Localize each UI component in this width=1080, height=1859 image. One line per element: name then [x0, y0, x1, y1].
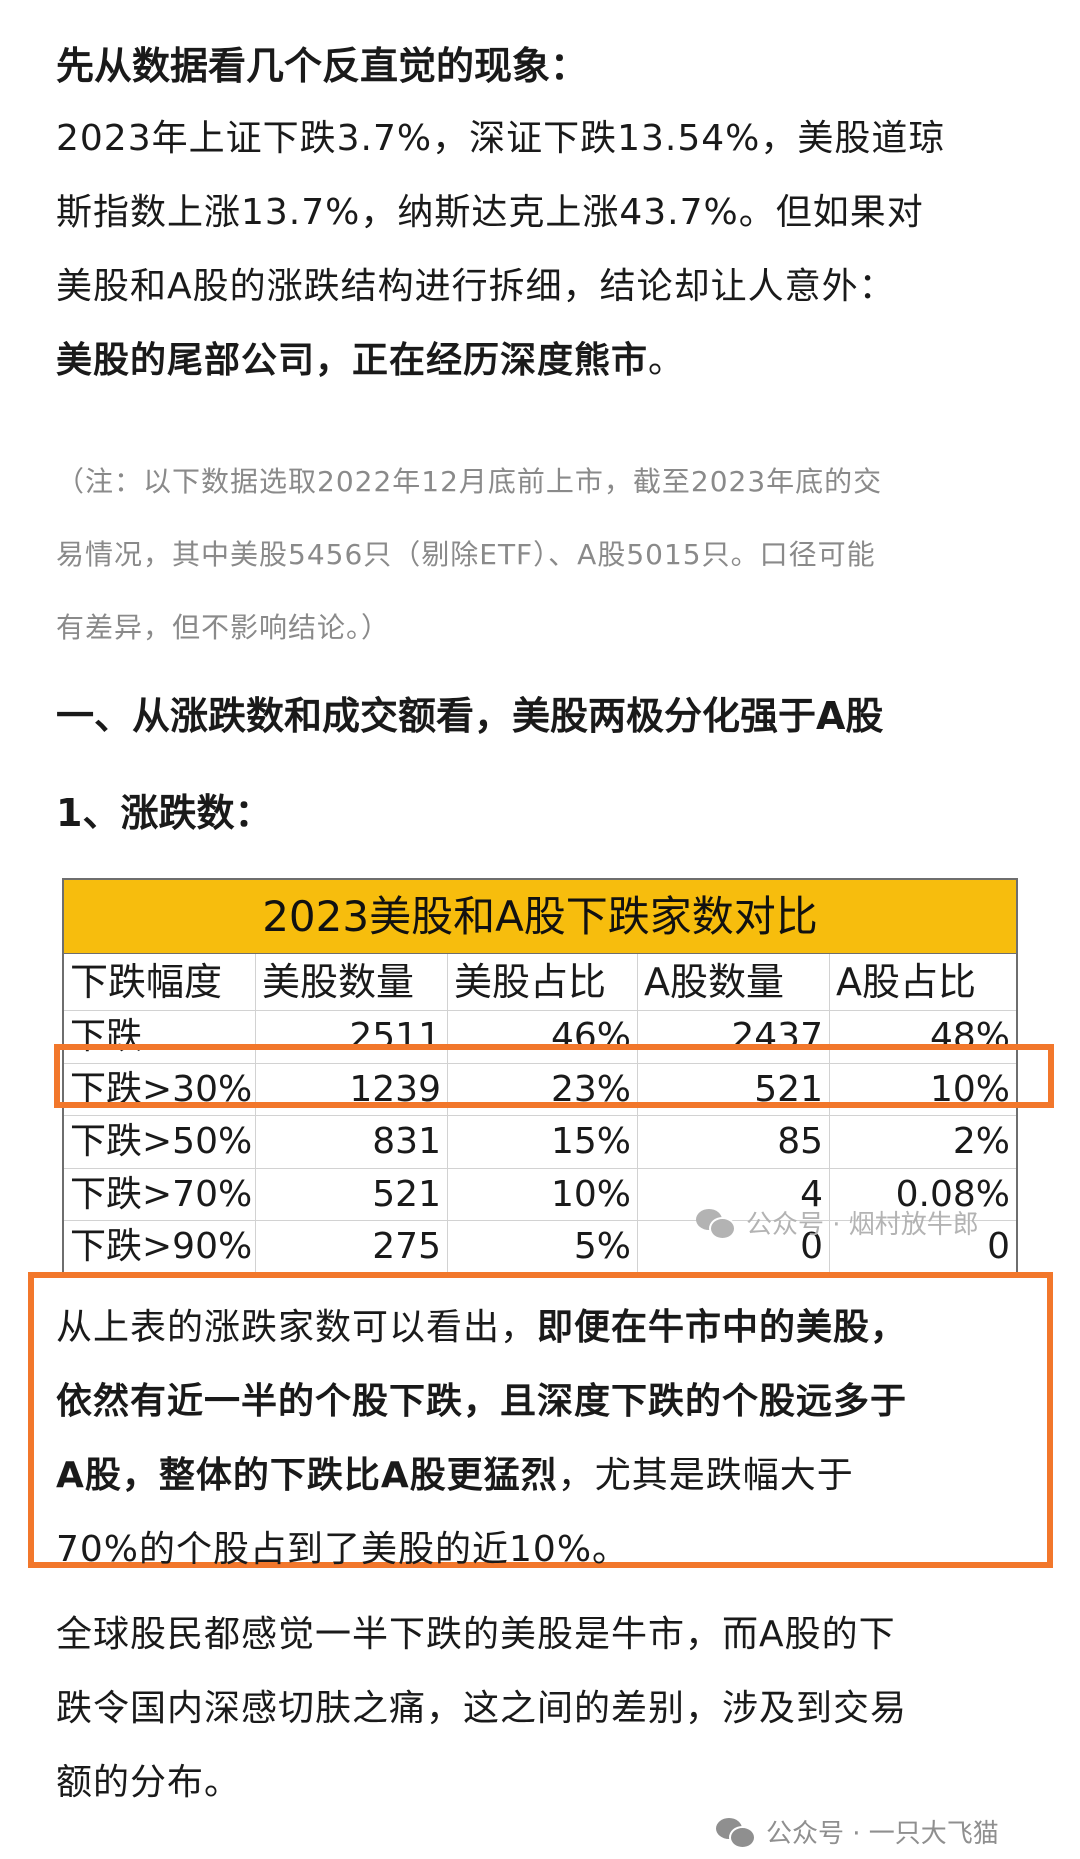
- watermark-text: 公众号 · 烟村放牛郎: [746, 1210, 979, 1240]
- table-cell: 15%: [448, 1116, 638, 1168]
- table-header-cell: 下跌幅度: [64, 954, 256, 1010]
- table-cell: 下跌>50%: [64, 1116, 256, 1168]
- table-cell: 0.08%: [895, 1173, 1010, 1215]
- text-line: 易情况，其中美股5456只（剔除ETF）、A股5015只。口径可能: [56, 538, 876, 571]
- table-header-cell: A股占比: [836, 960, 976, 1004]
- table-watermark: 公众号 · 烟村放牛郎: [696, 1204, 979, 1241]
- text-fragment: 。: [648, 340, 686, 381]
- text-line: 70%的个股占到了美股的近10%。: [56, 1529, 630, 1570]
- table-cell: 下跌: [64, 1011, 256, 1063]
- table-cell: 4: [638, 1168, 830, 1220]
- section-heading-intro: 先从数据看几个反直觉的现象：: [56, 44, 589, 88]
- text-line: 额的分布。: [56, 1762, 242, 1803]
- table-cell: 521: [256, 1168, 448, 1220]
- text-line: 斯指数上涨13.7%，纳斯达克上涨43.7%。但如果对: [56, 192, 924, 233]
- footer-watermark: 公众号 · 一只大飞猫: [716, 1813, 999, 1850]
- bold-fragment: 即便在牛市中的美股，: [537, 1307, 908, 1348]
- text-line: 全球股民都感觉一半下跌的美股是牛市，而A股的下: [56, 1614, 896, 1655]
- table-row: 下跌>90% 275 5% 0 0: [64, 1221, 1016, 1273]
- table-cell: 46%: [448, 1011, 638, 1063]
- watermark-text: 公众号 · 一只大飞猫: [766, 1819, 999, 1849]
- paragraph-table-analysis: 从上表的涨跌家数可以看出，即便在牛市中的美股， 依然有近一半的个股下跌，且深度下…: [56, 1291, 1031, 1587]
- table-cell: 0: [987, 1226, 1010, 1267]
- text-line: （注：以下数据选取2022年12月底前上市，截至2023年底的交: [56, 465, 883, 498]
- paragraph-volume-distribution: 全球股民都感觉一半下跌的美股是牛市，而A股的下 跌令国内深感切肤之痛，这之间的差…: [56, 1598, 1031, 1820]
- table-row: 下跌>70% 521 10% 4 0.08%: [64, 1168, 1016, 1221]
- table-row: 下跌 2511 46% 2437 48%: [64, 1011, 1016, 1064]
- bold-fragment: 依然有近一半的个股下跌，且深度下跌的个股远多于: [56, 1381, 908, 1422]
- table-cell: 2511: [256, 1011, 448, 1063]
- table-cell: 5%: [448, 1221, 638, 1273]
- text-line: 有差异，但不影响结论。）: [56, 611, 391, 644]
- table-cell: 85: [638, 1116, 830, 1168]
- paragraph-market-overview: 2023年上证下跌3.7%，深证下跌13.54%，美股道琼 斯指数上涨13.7%…: [56, 102, 1031, 398]
- bold-conclusion: 美股的尾部公司，正在经历深度熊市: [56, 340, 649, 381]
- text-line: 美股的尾部公司，正在经历深度熊市。: [56, 324, 1031, 398]
- table-header-cell: A股数量: [638, 954, 830, 1010]
- row-highlight-box: [54, 1044, 1054, 1108]
- table-header-cell: 美股占比: [448, 954, 638, 1010]
- table-title: 2023美股和A股下跌家数对比: [64, 880, 1016, 954]
- text-fragment: ，尤其是跌幅大于: [557, 1455, 854, 1496]
- data-note: （注：以下数据选取2022年12月底前上市，截至2023年底的交 易情况，其中美…: [56, 445, 1031, 664]
- table-cell: 0: [638, 1221, 830, 1273]
- decline-comparison-table: 2023美股和A股下跌家数对比 下跌幅度 美股数量 美股占比 A股数量 A股占比…: [62, 878, 1018, 1275]
- table-header-row: 下跌幅度 美股数量 美股占比 A股数量 A股占比: [64, 954, 1016, 1011]
- text-line: A股，整体的下跌比A股更猛烈，尤其是跌幅大于: [56, 1439, 1031, 1513]
- table-cell: 275: [256, 1221, 448, 1273]
- table-cell: 下跌>70%: [64, 1168, 256, 1220]
- table-header-cell: 美股数量: [256, 954, 448, 1010]
- table-cell: 2%: [952, 1121, 1010, 1162]
- wechat-icon: [716, 1817, 756, 1849]
- table-cell: 下跌>90%: [64, 1221, 256, 1273]
- text-line: 从上表的涨跌家数可以看出，即便在牛市中的美股，: [56, 1291, 1031, 1365]
- subsection-heading-count: 1、涨跌数：: [56, 791, 273, 835]
- wechat-icon: [696, 1208, 736, 1240]
- text-line: 2023年上证下跌3.7%，深证下跌13.54%，美股道琼: [56, 118, 946, 159]
- table-cell: 2437: [638, 1011, 830, 1063]
- table-cell: 10%: [448, 1168, 638, 1220]
- table-cell: 831: [256, 1116, 448, 1168]
- text-fragment: 从上表的涨跌家数可以看出，: [56, 1307, 538, 1348]
- bold-fragment: A股，整体的下跌比A股更猛烈: [56, 1455, 558, 1496]
- table-row: 下跌>50% 831 15% 85 2%: [64, 1116, 1016, 1169]
- paragraph-highlight-box: [28, 1272, 1053, 1568]
- section-heading-polarization: 一、从涨跌数和成交额看，美股两极分化强于A股: [56, 694, 884, 738]
- table-cell: 48%: [929, 1016, 1010, 1057]
- text-line: 依然有近一半的个股下跌，且深度下跌的个股远多于: [56, 1365, 1031, 1439]
- text-line: 跌令国内深感切肤之痛，这之间的差别，涉及到交易: [56, 1688, 908, 1729]
- text-line: 美股和A股的涨跌结构进行拆细，结论却让人意外：: [56, 266, 896, 307]
